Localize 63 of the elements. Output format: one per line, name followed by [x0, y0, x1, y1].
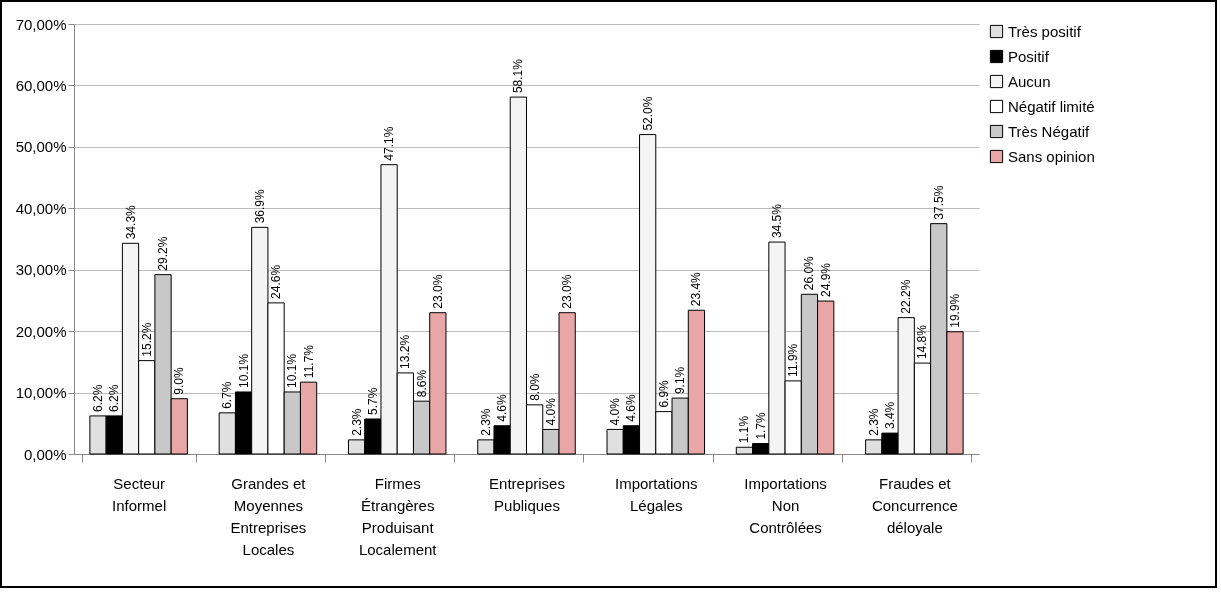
data-label: 15.2%: [139, 322, 154, 357]
data-label: 4.6%: [495, 394, 510, 422]
data-label: 34.5%: [769, 203, 784, 239]
data-label: 1.7%: [753, 411, 768, 440]
legend-label: Sans opinion: [1008, 147, 1095, 165]
legend-label: Aucun: [1008, 72, 1051, 90]
data-label: 2.3%: [866, 408, 881, 436]
data-label: 14.8%: [915, 324, 930, 360]
data-label: 34.3%: [123, 204, 138, 240]
data-label: 11.7%: [301, 344, 316, 379]
x-tick-label: Importations Non Contrôlées: [744, 474, 827, 536]
y-tick-label: 70,00%: [15, 15, 67, 33]
x-tick-label: Firmes Étrangères Produisant Localement: [358, 474, 438, 558]
data-label: 5.7%: [365, 387, 380, 415]
legend-label: Positif: [1008, 47, 1050, 65]
data-label: 47.1%: [382, 126, 397, 161]
y-tick-label: 50,00%: [15, 138, 67, 156]
x-tick-label: Grandes et Moyennes Entreprises Locales: [230, 474, 307, 558]
data-label: 2.3%: [349, 408, 364, 436]
data-label: 6.2%: [107, 384, 122, 412]
y-tick-label: 10,00%: [15, 384, 67, 402]
y-tick-label: 40,00%: [15, 199, 67, 217]
x-tick-label: Importations Légales: [615, 474, 698, 514]
data-label: 4.0%: [608, 397, 623, 426]
data-label: 8.0%: [527, 373, 542, 401]
data-label: 9.1%: [673, 366, 688, 395]
data-label: 23.0%: [430, 274, 445, 309]
data-label: 4.6%: [624, 394, 639, 422]
data-label: 3.4%: [882, 401, 897, 430]
data-label: 8.6%: [414, 369, 429, 398]
data-label: 6.9%: [656, 379, 671, 408]
data-label: 1.1%: [737, 415, 752, 444]
x-tick-label: Entreprises Publiques: [489, 474, 565, 514]
legend-label: Très Négatif: [1008, 122, 1090, 140]
data-label: 13.2%: [398, 334, 413, 369]
data-label: 23.4%: [689, 271, 704, 307]
data-label: 6.2%: [91, 384, 106, 412]
data-label: 6.7%: [220, 381, 235, 409]
y-tick-label: 30,00%: [15, 261, 67, 279]
y-tick-label: 60,00%: [15, 76, 67, 94]
data-label: 2.3%: [478, 408, 493, 436]
data-label: 37.5%: [931, 185, 946, 220]
data-label: 22.2%: [899, 279, 914, 314]
y-tick-label: 20,00%: [15, 322, 67, 340]
data-label: 36.9%: [252, 188, 267, 224]
x-tick-label: Fraudes et Concurrence déloyale: [871, 474, 958, 536]
data-label: 52.0%: [640, 96, 655, 131]
x-tick-label: Secteur Informel: [112, 474, 167, 514]
data-label: 24.9%: [818, 262, 833, 298]
data-label: 23.0%: [560, 274, 575, 309]
data-label: 19.9%: [947, 293, 962, 328]
data-label: 10.1%: [285, 353, 300, 388]
data-label: 9.0%: [172, 367, 187, 395]
data-label: 4.0%: [543, 397, 558, 426]
legend-label: Négatif limité: [1008, 97, 1095, 115]
y-tick-label: 0,00%: [23, 445, 67, 463]
data-label: 24.6%: [269, 264, 284, 299]
data-label: 10.1%: [236, 353, 251, 388]
data-label: 29.2%: [156, 236, 171, 271]
legend-label: Très positif: [1008, 22, 1082, 40]
data-label: 58.1%: [511, 58, 526, 94]
data-label: 26.0%: [802, 255, 817, 291]
data-label: 11.9%: [786, 343, 801, 377]
